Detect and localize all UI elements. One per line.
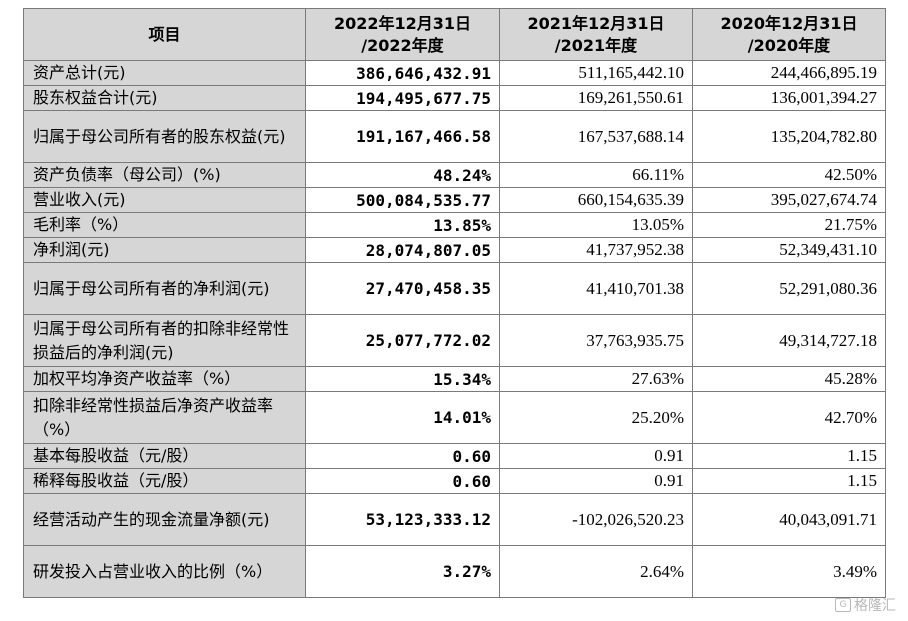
row-label: 经营活动产生的现金流量净额(元)	[23, 493, 306, 546]
table-row: 经营活动产生的现金流量净额(元) 53,123,333.12 -102,026,52…	[23, 493, 886, 546]
table-row: 稀释每股收益（元/股） 0.60 0.91 1.15	[23, 468, 886, 494]
value-2020: 244,466,895.19	[692, 60, 886, 86]
value-2020: 45.28%	[692, 366, 886, 392]
value-2022: 53,123,333.12	[305, 493, 500, 546]
value-2021: 2.64%	[499, 545, 693, 598]
value-2021: 0.91	[499, 468, 693, 494]
value-2022: 28,074,807.05	[305, 237, 500, 263]
table-row: 研发投入占营业收入的比例（%） 3.27% 2.64% 3.49%	[23, 545, 886, 598]
row-label: 股东权益合计(元)	[23, 85, 306, 111]
table-row: 基本每股收益（元/股） 0.60 0.91 1.15	[23, 443, 886, 469]
table-row: 资产负债率（母公司）(%) 48.24% 66.11% 42.50%	[23, 162, 886, 188]
value-2022: 27,470,458.35	[305, 262, 500, 315]
value-2020: 135,204,782.80	[692, 110, 886, 163]
watermark-text: 格隆汇	[854, 598, 896, 614]
value-2022: 48.24%	[305, 162, 500, 188]
value-2021: 0.91	[499, 443, 693, 469]
value-2022: 0.60	[305, 468, 500, 494]
table-row: 净利润(元) 28,074,807.05 41,737,952.38 52,349,4…	[23, 237, 886, 263]
value-2022: 194,495,677.75	[305, 85, 500, 111]
row-label: 归属于母公司所有者的扣除非经常性损益后的净利润(元)	[23, 314, 306, 367]
row-label: 研发投入占营业收入的比例（%）	[23, 545, 306, 598]
value-2021: 511,165,442.10	[499, 60, 693, 86]
value-2020: 3.49%	[692, 545, 886, 598]
table-row: 扣除非经常性损益后净资产收益率（%） 14.01% 25.20% 42.70%	[23, 391, 886, 444]
value-2020: 40,043,091.71	[692, 493, 886, 546]
value-2022: 15.34%	[305, 366, 500, 392]
value-2021: 66.11%	[499, 162, 693, 188]
value-2021: 27.63%	[499, 366, 693, 392]
value-2022: 14.01%	[305, 391, 500, 444]
row-label: 营业收入(元)	[23, 187, 306, 213]
header-row: 项目 2022年12月31日 /2022年度 2021年12月31日 /2021…	[23, 8, 886, 61]
value-2022: 25,077,772.02	[305, 314, 500, 367]
row-label: 归属于母公司所有者的净利润(元)	[23, 262, 306, 315]
value-2021: 25.20%	[499, 391, 693, 444]
row-label: 资产负债率（母公司）(%)	[23, 162, 306, 188]
value-2020: 1.15	[692, 443, 886, 469]
row-label: 资产总计(元)	[23, 60, 306, 86]
value-2022: 0.60	[305, 443, 500, 469]
header-2022: 2022年12月31日 /2022年度	[305, 8, 500, 61]
value-2020: 1.15	[692, 468, 886, 494]
table-row: 营业收入(元) 500,084,535.77 660,154,635.39 395,0…	[23, 187, 886, 213]
row-label: 加权平均净资产收益率（%）	[23, 366, 306, 392]
value-2021: 13.05%	[499, 212, 693, 238]
value-2021: 41,410,701.38	[499, 262, 693, 315]
row-label: 归属于母公司所有者的股东权益(元)	[23, 110, 306, 163]
table-row: 归属于母公司所有者的净利润(元) 27,470,458.35 41,410,701.…	[23, 262, 886, 315]
value-2021: 37,763,935.75	[499, 314, 693, 367]
table-row: 加权平均净资产收益率（%） 15.34% 27.63% 45.28%	[23, 366, 886, 392]
row-label: 毛利率（%）	[23, 212, 306, 238]
row-label: 扣除非经常性损益后净资产收益率（%）	[23, 391, 306, 444]
table-row: 归属于母公司所有者的扣除非经常性损益后的净利润(元) 25,077,772.02 3…	[23, 314, 886, 367]
value-2022: 500,084,535.77	[305, 187, 500, 213]
watermark: G 格隆汇	[835, 595, 896, 615]
value-2020: 52,291,080.36	[692, 262, 886, 315]
table-row: 毛利率（%） 13.85% 13.05% 21.75%	[23, 212, 886, 238]
value-2022: 3.27%	[305, 545, 500, 598]
value-2020: 136,001,394.27	[692, 85, 886, 111]
value-2020: 52,349,431.10	[692, 237, 886, 263]
row-label: 净利润(元)	[23, 237, 306, 263]
value-2020: 49,314,727.18	[692, 314, 886, 367]
value-2021: -102,026,520.23	[499, 493, 693, 546]
value-2022: 386,646,432.91	[305, 60, 500, 86]
table-row: 资产总计(元) 386,646,432.91 511,165,442.10 244,4…	[23, 60, 886, 86]
value-2020: 395,027,674.74	[692, 187, 886, 213]
value-2020: 42.50%	[692, 162, 886, 188]
value-2022: 13.85%	[305, 212, 500, 238]
value-2021: 660,154,635.39	[499, 187, 693, 213]
row-label: 稀释每股收益（元/股）	[23, 468, 306, 494]
row-label: 基本每股收益（元/股）	[23, 443, 306, 469]
header-item: 项目	[23, 8, 306, 61]
value-2020: 42.70%	[692, 391, 886, 444]
header-2021: 2021年12月31日 /2021年度	[499, 8, 693, 61]
value-2021: 41,737,952.38	[499, 237, 693, 263]
table-row: 归属于母公司所有者的股东权益(元) 191,167,466.58 167,537,6…	[23, 110, 886, 163]
value-2021: 169,261,550.61	[499, 85, 693, 111]
table-body: 资产总计(元) 386,646,432.91 511,165,442.10 244,4…	[23, 60, 886, 598]
table-row: 股东权益合计(元) 194,495,677.75 169,261,550.61 136…	[23, 85, 886, 111]
financial-table: 项目 2022年12月31日 /2022年度 2021年12月31日 /2021…	[23, 8, 886, 598]
header-2020: 2020年12月31日 /2020年度	[692, 8, 886, 61]
value-2022: 191,167,466.58	[305, 110, 500, 163]
value-2020: 21.75%	[692, 212, 886, 238]
gelonghui-logo-icon: G	[835, 598, 851, 612]
value-2021: 167,537,688.14	[499, 110, 693, 163]
